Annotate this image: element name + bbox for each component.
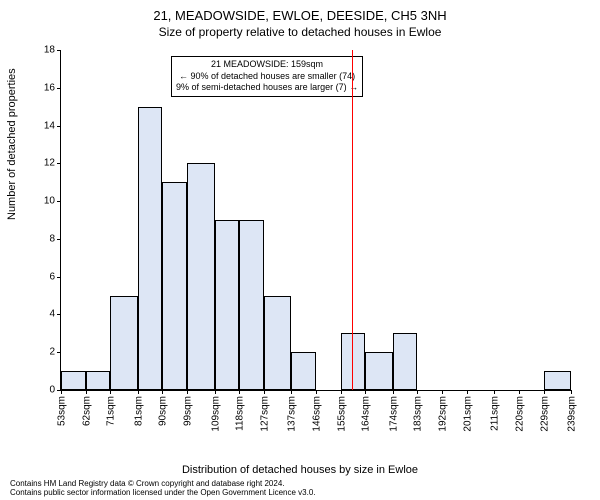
annotation-line: 9% of semi-detached houses are larger (7… <box>176 82 358 94</box>
x-tick-label: 183sqm <box>411 396 424 432</box>
x-tick-mark <box>519 390 520 394</box>
histogram-bar <box>393 333 418 390</box>
x-axis-label: Distribution of detached houses by size … <box>0 464 600 476</box>
x-tick-mark <box>571 390 572 394</box>
y-tick-mark <box>57 239 61 240</box>
page-subtitle: Size of property relative to detached ho… <box>0 25 600 39</box>
x-tick-label: 220sqm <box>512 396 525 432</box>
x-tick-mark <box>215 390 216 394</box>
x-tick-mark <box>86 390 87 394</box>
x-tick-mark <box>162 390 163 394</box>
histogram-bar <box>86 371 111 390</box>
y-tick-mark <box>57 88 61 89</box>
x-tick-mark <box>417 390 418 394</box>
histogram-bar <box>61 371 86 390</box>
x-tick-mark <box>393 390 394 394</box>
x-tick-mark <box>467 390 468 394</box>
x-tick-mark <box>187 390 188 394</box>
chart-area: 21 MEADOWSIDE: 159sqm ← 90% of detached … <box>60 50 571 391</box>
histogram-bar <box>138 107 163 390</box>
y-tick-mark <box>57 314 61 315</box>
x-tick-mark <box>365 390 366 394</box>
x-tick-label: 137sqm <box>285 396 298 432</box>
x-tick-label: 201sqm <box>460 396 473 432</box>
y-tick-mark <box>57 163 61 164</box>
histogram-bar <box>215 220 240 390</box>
x-tick-mark <box>264 390 265 394</box>
x-tick-mark <box>291 390 292 394</box>
x-tick-label: 192sqm <box>436 396 449 432</box>
y-axis-label: Number of detached properties <box>6 68 18 220</box>
x-tick-mark <box>239 390 240 394</box>
footer-line: Contains HM Land Registry data © Crown c… <box>10 479 316 489</box>
x-tick-label: 211sqm <box>488 396 501 431</box>
y-tick-mark <box>57 50 61 51</box>
footer-line: Contains public sector information licen… <box>10 488 316 498</box>
x-tick-label: 229sqm <box>537 396 550 432</box>
x-tick-mark <box>110 390 111 394</box>
x-tick-label: 239sqm <box>565 396 578 432</box>
histogram-bar <box>264 296 291 390</box>
footer-text: Contains HM Land Registry data © Crown c… <box>10 479 316 498</box>
histogram-bar <box>365 352 392 390</box>
x-tick-label: 174sqm <box>386 396 399 432</box>
y-tick-mark <box>57 201 61 202</box>
histogram-bar <box>162 182 187 390</box>
x-tick-label: 127sqm <box>257 396 270 432</box>
x-tick-label: 71sqm <box>104 396 117 426</box>
annotation-box: 21 MEADOWSIDE: 159sqm ← 90% of detached … <box>171 56 363 97</box>
x-tick-label: 62sqm <box>79 396 92 426</box>
histogram-bar <box>239 220 264 390</box>
x-tick-mark <box>442 390 443 394</box>
histogram-bar <box>544 371 571 390</box>
page-title: 21, MEADOWSIDE, EWLOE, DEESIDE, CH5 3NH <box>0 0 600 23</box>
histogram-bar <box>291 352 316 390</box>
histogram-bar <box>187 163 214 390</box>
x-tick-label: 164sqm <box>359 396 372 432</box>
x-tick-label: 81sqm <box>131 396 144 426</box>
x-tick-label: 109sqm <box>208 396 221 432</box>
x-tick-mark <box>494 390 495 394</box>
x-tick-label: 99sqm <box>181 396 194 426</box>
annotation-line: ← 90% of detached houses are smaller (74… <box>176 71 358 83</box>
x-tick-label: 118sqm <box>233 396 246 431</box>
y-tick-mark <box>57 126 61 127</box>
y-tick-mark <box>57 277 61 278</box>
reference-line <box>352 50 353 390</box>
histogram-bar <box>110 296 137 390</box>
x-tick-mark <box>544 390 545 394</box>
x-tick-label: 90sqm <box>156 396 169 426</box>
y-tick-mark <box>57 352 61 353</box>
annotation-line: 21 MEADOWSIDE: 159sqm <box>176 59 358 71</box>
x-tick-label: 155sqm <box>334 396 347 432</box>
x-tick-label: 146sqm <box>310 396 323 432</box>
x-tick-mark <box>138 390 139 394</box>
x-tick-mark <box>316 390 317 394</box>
x-tick-mark <box>61 390 62 394</box>
x-tick-mark <box>341 390 342 394</box>
x-tick-label: 53sqm <box>55 396 68 426</box>
chart-container: 21, MEADOWSIDE, EWLOE, DEESIDE, CH5 3NH … <box>0 0 600 500</box>
histogram-bar <box>341 333 366 390</box>
